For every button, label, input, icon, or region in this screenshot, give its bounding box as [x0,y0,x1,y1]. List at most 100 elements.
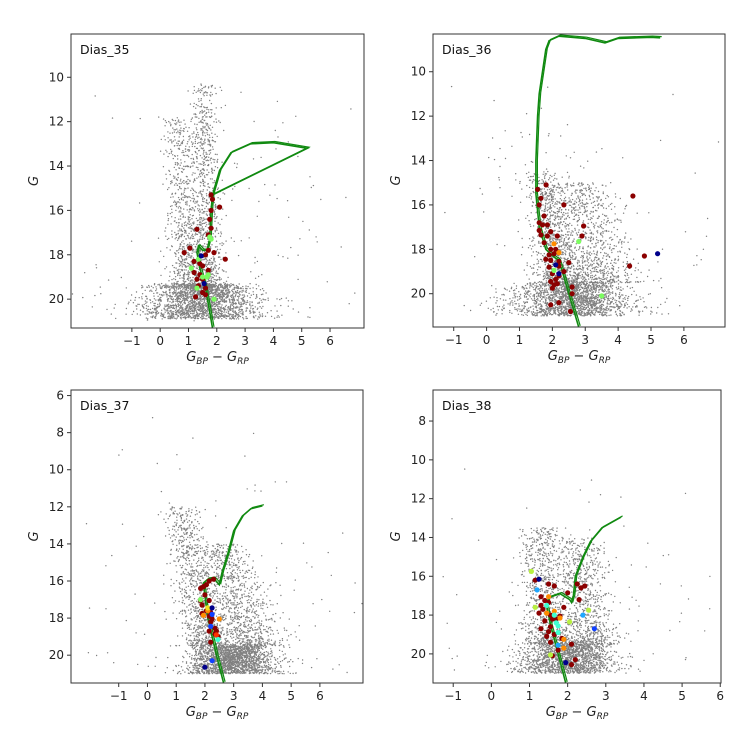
field-star [169,307,171,309]
field-star [182,293,184,295]
field-star [586,290,588,292]
field-star [185,280,187,283]
field-star [604,283,607,285]
field-star [610,292,612,294]
x-tick-label: 2 [213,334,221,348]
field-star [605,308,607,310]
field-star [547,310,550,312]
field-star [209,191,211,193]
field-star [220,107,222,109]
field-star [205,311,207,313]
field-star [617,308,619,311]
field-star [211,261,213,264]
field-star [230,308,232,310]
field-star [187,275,190,278]
field-star [191,227,193,229]
field-star [552,309,555,311]
field-star [259,297,261,300]
field-star [635,300,637,302]
field-star [181,241,183,243]
field-star [202,308,204,310]
field-star [146,310,148,312]
field-star [210,281,212,284]
field-star [184,195,186,197]
field-star [258,302,260,304]
field-star [151,307,154,310]
field-star [549,310,551,313]
field-star [185,224,187,226]
field-star [611,292,614,294]
field-star [193,131,195,133]
field-star [548,288,550,290]
field-star [198,208,201,210]
field-star [171,216,173,218]
field-star [176,128,178,130]
field-star [201,313,204,315]
field-star [201,226,204,228]
field-star [188,277,190,279]
field-star [255,315,257,317]
field-star [171,302,173,304]
field-star [213,278,215,281]
field-star [185,299,187,301]
field-star [159,298,161,301]
field-star [622,288,624,290]
field-star [191,206,193,209]
field-star [606,291,608,293]
field-star [253,312,255,314]
field-star [193,311,196,313]
field-star [177,288,179,290]
field-star [626,307,628,309]
y-tick-label: 14 [49,159,64,173]
field-star [190,141,193,143]
field-star [180,236,182,238]
member-star [202,252,209,258]
field-star [248,292,250,295]
field-star [202,169,205,171]
field-star [202,131,205,133]
field-star [180,194,183,196]
field-star [188,195,190,198]
field-star [199,91,202,94]
field-star [485,300,488,302]
field-star [238,306,240,308]
field-star [246,288,248,290]
field-star [251,301,253,303]
field-star [183,277,185,280]
field-star [529,290,531,292]
field-star [180,229,183,232]
field-star [168,152,170,155]
field-star [603,297,605,299]
field-star [636,305,638,307]
field-star [515,285,518,287]
field-star [223,283,226,286]
field-star [136,308,138,310]
field-star [216,248,219,251]
field-star [191,187,193,189]
field-star [198,149,200,152]
field-star [171,205,173,207]
field-star [235,284,238,287]
field-star [252,293,255,296]
field-star [181,314,184,316]
field-star [167,286,170,288]
field-star [172,313,175,315]
field-star [185,150,187,153]
field-star [177,311,179,313]
field-star [245,310,247,312]
field-star [196,202,198,204]
field-star [225,317,227,320]
field-star [195,290,197,292]
field-star [175,205,178,208]
field-star [183,165,185,167]
field-star [100,293,102,295]
field-star [297,155,299,158]
field-star [208,221,210,223]
field-star [223,287,225,290]
field-star [214,246,217,248]
field-star [182,316,184,319]
field-star [181,213,183,215]
field-star [191,197,193,200]
field-star [650,310,652,312]
member-star [205,272,211,278]
